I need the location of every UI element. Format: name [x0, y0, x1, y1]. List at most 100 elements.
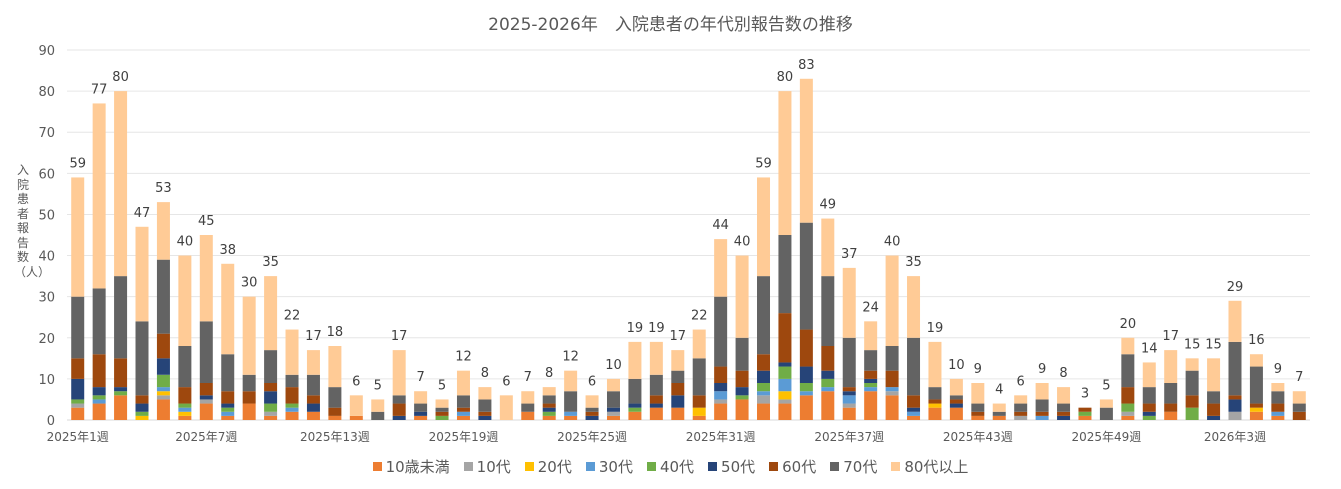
bar-segment: [135, 395, 149, 404]
bar-segment: [156, 358, 170, 375]
bar-segment: [92, 399, 106, 404]
data-label-total: 7: [416, 370, 424, 385]
bar-segment: [757, 276, 771, 355]
bar-segment: [135, 411, 149, 416]
data-label-total: 6: [588, 374, 596, 389]
bar-segment: [949, 407, 963, 420]
bar-segment: [949, 378, 963, 396]
bar-segment: [285, 407, 299, 412]
bar-segment: [735, 370, 749, 388]
legend-swatch: [646, 462, 656, 471]
data-label-total: 59: [755, 156, 772, 171]
bar-segment: [671, 370, 685, 383]
bar-segment: [135, 321, 149, 396]
bar-segment: [156, 399, 170, 420]
legend-item: 80代以上: [891, 456, 968, 477]
bar-segment: [907, 276, 921, 338]
bar-segment: [435, 407, 449, 412]
data-label-total: 7: [1295, 370, 1303, 385]
bar-segment: [242, 296, 256, 375]
data-label-total: 40: [884, 235, 901, 250]
bar-segment: [1271, 391, 1285, 404]
bar-segment: [864, 383, 878, 388]
bar-segment: [114, 358, 128, 388]
bar-segment: [71, 358, 85, 379]
y-tick-label: 60: [38, 167, 55, 182]
bar-segment: [135, 403, 149, 412]
bar-segment: [1271, 383, 1285, 392]
bar-segment: [1164, 411, 1178, 420]
bar-segment: [842, 391, 856, 396]
bar-segment: [735, 255, 749, 338]
bar-segment: [1292, 391, 1306, 404]
bar-segment: [864, 350, 878, 371]
bar-segment: [264, 350, 278, 383]
y-tick-label: 90: [38, 44, 55, 59]
bar-segment: [864, 387, 878, 392]
legend-swatch: [463, 462, 473, 471]
data-label-total: 38: [219, 243, 236, 258]
x-tick-label: 2025年1週: [47, 430, 109, 444]
bar-segment: [628, 378, 642, 404]
bar-segment: [1078, 407, 1092, 412]
bar-segment: [992, 403, 1006, 412]
bar-segment: [414, 411, 428, 416]
bar-segment: [1207, 403, 1221, 416]
bar-segment: [478, 387, 492, 400]
bar-segment: [821, 370, 835, 379]
bar-segment: [1271, 415, 1285, 420]
bar-segment: [114, 391, 128, 396]
x-tick-label: 2025年31週: [686, 430, 756, 444]
bar-segment: [392, 395, 406, 404]
bar-segment: [885, 346, 899, 371]
bar-segment: [1035, 415, 1049, 420]
bar-segment: [199, 403, 213, 420]
bar-segment: [414, 415, 428, 420]
bar-segment: [178, 403, 192, 408]
bar-segment: [1142, 415, 1156, 420]
legend-label: 70代: [843, 458, 878, 476]
data-label-total: 12: [455, 350, 472, 365]
data-label-total: 5: [374, 378, 382, 393]
bar-segment: [842, 387, 856, 392]
bar-segment: [542, 387, 556, 396]
bar-segment: [1249, 411, 1263, 420]
bar-segment: [949, 395, 963, 400]
bar-segment: [778, 403, 792, 420]
bar-segment: [71, 403, 85, 408]
bar-segment: [928, 387, 942, 400]
legend-label: 30代: [598, 458, 633, 476]
bar-segment: [1292, 411, 1306, 420]
y-tick-label: 50: [38, 208, 55, 223]
bar-segment: [456, 411, 470, 416]
data-label-total: 4: [995, 383, 1003, 398]
data-label-total: 8: [481, 366, 489, 381]
bar-segment: [349, 395, 363, 416]
data-label-total: 19: [648, 321, 665, 336]
y-tick-label: 10: [38, 373, 55, 388]
bar-segment: [692, 329, 706, 359]
data-label-total: 7: [524, 370, 532, 385]
legend-label: 10歳未満: [385, 458, 450, 476]
bar-segment: [606, 415, 620, 420]
legend-item: 70代: [830, 456, 877, 477]
bar-segment: [842, 403, 856, 408]
bar-segment: [1249, 354, 1263, 367]
bar-segment: [135, 415, 149, 420]
bar-segment: [328, 346, 342, 388]
bar-segment: [1078, 411, 1092, 416]
bar-segment: [114, 387, 128, 392]
bar-segment: [692, 407, 706, 416]
x-tick-label: 2025年13週: [300, 430, 370, 444]
data-label-total: 19: [627, 321, 644, 336]
bar-segment: [242, 391, 256, 404]
data-label-total: 20: [1120, 317, 1137, 332]
bar-segment: [864, 321, 878, 351]
bar-segment: [221, 391, 235, 404]
bar-segment: [1292, 403, 1306, 412]
bar-segment: [1249, 407, 1263, 412]
bar-segment: [757, 395, 771, 404]
x-tick-label: 2025年37週: [814, 430, 884, 444]
bar-segment: [821, 218, 835, 277]
